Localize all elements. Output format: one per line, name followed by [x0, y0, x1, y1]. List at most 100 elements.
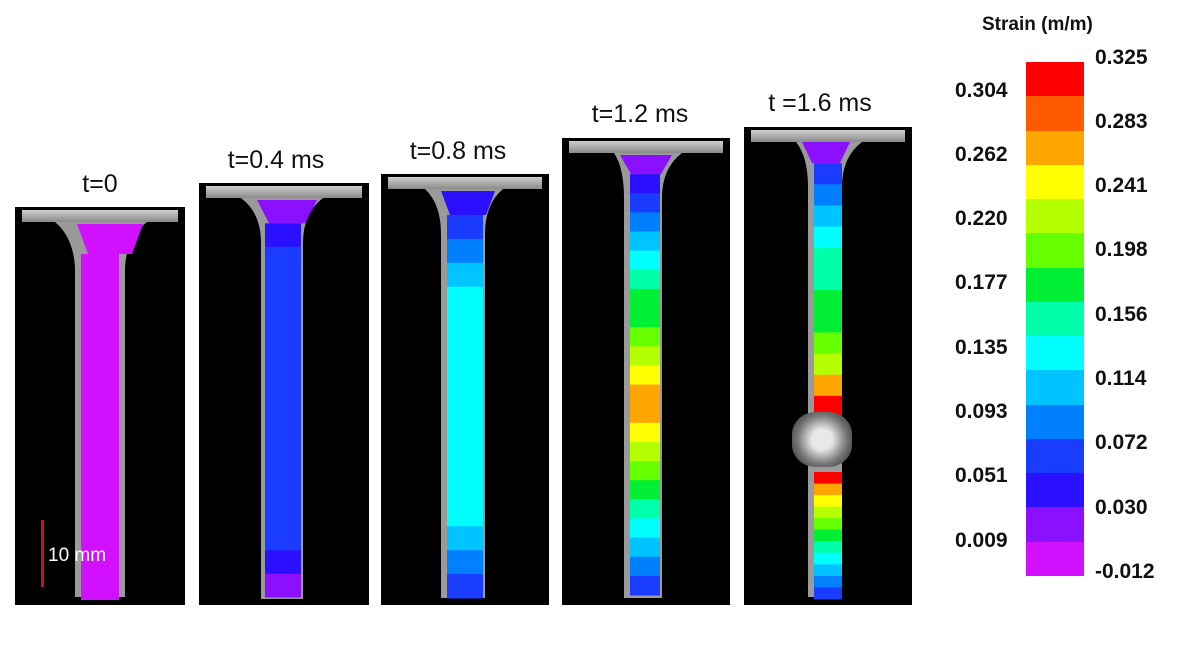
strain-band: [814, 163, 842, 185]
strain-band: [814, 587, 842, 600]
colorbar-tick-right: 0.325: [1095, 46, 1148, 69]
strain-band: [265, 433, 301, 458]
strain-band: [630, 193, 660, 213]
strain-band: [630, 556, 660, 577]
strain-band: [265, 340, 301, 364]
strain-band: [630, 365, 660, 386]
colorbar-segment: [1026, 541, 1084, 577]
strain-band: [447, 358, 483, 384]
strain-band: [814, 472, 842, 485]
strain-band: [814, 353, 842, 376]
colorbar-segment: [1026, 301, 1084, 337]
colorbar-tick-right: 0.072: [1095, 431, 1148, 454]
colorbar-tick-left: 0.304: [955, 79, 1008, 102]
strain-band: [814, 575, 842, 588]
colorbar-tick-right: 0.030: [1095, 496, 1148, 519]
colorbar-tick-right: 0.283: [1095, 110, 1148, 133]
strain-band: [814, 529, 842, 542]
strain-band: [630, 461, 660, 481]
strain-band: [814, 506, 842, 519]
strain-band: [447, 262, 483, 288]
grip: [388, 177, 542, 189]
colorbar-tick-right: 0.114: [1095, 367, 1147, 390]
colorbar-segment: [1026, 507, 1084, 543]
strain-band: [630, 231, 660, 252]
strain-band: [447, 214, 483, 240]
strain-band: [630, 480, 660, 500]
strain-band: [630, 250, 660, 271]
colorbar-segment: [1026, 267, 1084, 303]
time-label-0: t=0: [82, 170, 118, 198]
strain-band: [814, 564, 842, 577]
strain-band: [447, 574, 483, 599]
colorbar-tick-left: 0.009: [955, 529, 1008, 552]
strain-band: [814, 184, 842, 206]
strain-band: [814, 226, 842, 249]
strain-band: [77, 224, 143, 254]
colorbar-tick-left: 0.177: [955, 271, 1008, 294]
scale-bar: [41, 520, 44, 587]
strain-band: [265, 480, 301, 505]
colorbar-tick-right: -0.012: [1095, 560, 1155, 583]
strain-band: [265, 363, 301, 388]
grip: [206, 186, 362, 198]
specimen-panel-t16: [744, 127, 912, 605]
strain-band: [630, 346, 660, 366]
colorbar-segment: [1026, 438, 1084, 474]
strain-band: [630, 327, 660, 347]
strain-band: [447, 286, 483, 312]
colorbar-segment: [1026, 233, 1084, 269]
strain-band: [814, 332, 842, 355]
colorbar-tick-right: 0.241: [1095, 174, 1148, 197]
strain-band: [265, 386, 301, 411]
strain-band: [630, 518, 660, 539]
strain-band: [630, 403, 660, 424]
strain-band: [447, 430, 483, 455]
strain-band: [814, 311, 842, 333]
strain-band: [814, 290, 842, 312]
strain-band: [447, 454, 483, 479]
colorbar-segment: [1026, 164, 1084, 200]
specimen-panel-t08: [381, 174, 549, 605]
strain-band: [630, 308, 660, 328]
strain-band: [447, 334, 483, 360]
colorbar-title: Strain (m/m): [982, 14, 1093, 35]
grip: [751, 130, 905, 142]
strain-band: [265, 503, 301, 528]
strain-band: [630, 441, 660, 462]
strain-band: [265, 456, 301, 481]
strain-band: [265, 223, 301, 248]
strain-band: [447, 502, 483, 527]
scale-bar-label: 10 mm: [48, 545, 107, 566]
strain-band: [265, 526, 301, 551]
strain-band: [81, 254, 119, 600]
strain-band: [447, 550, 483, 575]
time-label-3: t=1.2 ms: [591, 100, 689, 128]
colorbar-segment: [1026, 473, 1084, 508]
strain-band: [447, 382, 483, 407]
colorbar-segment: [1026, 404, 1084, 440]
strain-band: [265, 550, 301, 575]
colorbar-tick-left: 0.135: [955, 336, 1008, 359]
strain-band: [620, 155, 672, 175]
grip: [22, 210, 178, 222]
specimen-t12: [614, 153, 682, 598]
strain-band: [814, 205, 842, 228]
colorbar-tick-right: 0.198: [1095, 238, 1148, 261]
strain-band: [814, 541, 842, 554]
strain-band: [630, 537, 660, 558]
colorbar-segment: [1026, 336, 1084, 371]
specimen-t04: [241, 198, 323, 599]
strain-band: [630, 288, 660, 309]
time-label-4: t =1.6 ms: [768, 89, 872, 117]
strain-band: [265, 573, 301, 598]
colorbar-tick-left: 0.051: [955, 464, 1008, 487]
colorbar-segment: [1026, 199, 1084, 234]
strain-band: [265, 410, 301, 435]
colorbar-segment: [1026, 96, 1084, 132]
strain-band: [814, 552, 842, 565]
strain-band: [630, 384, 660, 405]
strain-band: [814, 374, 842, 397]
strain-band: [265, 293, 301, 318]
colorbar-tick-left: 0.093: [955, 400, 1008, 423]
